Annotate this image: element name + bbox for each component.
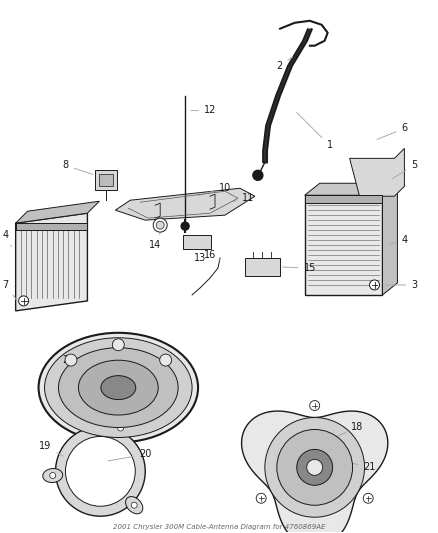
Text: 22: 22 bbox=[62, 354, 88, 367]
Ellipse shape bbox=[126, 497, 143, 514]
FancyBboxPatch shape bbox=[95, 171, 117, 190]
Text: 5: 5 bbox=[392, 160, 417, 179]
Ellipse shape bbox=[113, 418, 128, 438]
Text: 8: 8 bbox=[63, 160, 93, 174]
Text: 2: 2 bbox=[277, 57, 293, 71]
Bar bbox=[16, 223, 88, 230]
Circle shape bbox=[19, 296, 28, 306]
Text: 18: 18 bbox=[332, 423, 364, 438]
Polygon shape bbox=[242, 411, 388, 533]
Text: 14: 14 bbox=[149, 233, 161, 250]
Text: 20: 20 bbox=[108, 449, 152, 461]
Circle shape bbox=[56, 426, 145, 516]
Text: 12: 12 bbox=[191, 106, 216, 116]
Text: 1: 1 bbox=[297, 112, 333, 150]
Polygon shape bbox=[305, 183, 397, 195]
Circle shape bbox=[153, 218, 167, 232]
Circle shape bbox=[256, 493, 266, 503]
Text: 6: 6 bbox=[377, 124, 407, 139]
Text: 15: 15 bbox=[283, 263, 316, 273]
Text: 16: 16 bbox=[204, 250, 220, 260]
Polygon shape bbox=[305, 195, 382, 295]
Text: 10: 10 bbox=[198, 183, 231, 196]
Polygon shape bbox=[382, 183, 397, 295]
Polygon shape bbox=[115, 188, 255, 220]
Circle shape bbox=[112, 339, 124, 351]
Text: 13: 13 bbox=[194, 250, 206, 263]
Text: 4: 4 bbox=[390, 235, 407, 245]
Circle shape bbox=[160, 354, 172, 366]
Polygon shape bbox=[350, 148, 404, 196]
Text: 21: 21 bbox=[347, 462, 376, 472]
Circle shape bbox=[277, 430, 353, 505]
Circle shape bbox=[66, 437, 135, 506]
Text: 4: 4 bbox=[3, 230, 11, 247]
Text: 2001 Chrysler 300M Cable-Antenna Diagram for 4760869AE: 2001 Chrysler 300M Cable-Antenna Diagram… bbox=[113, 524, 325, 530]
Text: 11: 11 bbox=[233, 193, 254, 203]
Ellipse shape bbox=[101, 376, 136, 400]
Circle shape bbox=[131, 502, 137, 508]
Ellipse shape bbox=[45, 338, 192, 438]
Bar bbox=[305, 195, 382, 203]
Text: 7: 7 bbox=[3, 280, 17, 301]
Circle shape bbox=[253, 171, 263, 180]
FancyBboxPatch shape bbox=[99, 174, 113, 186]
Ellipse shape bbox=[78, 360, 158, 415]
Ellipse shape bbox=[43, 469, 63, 482]
Circle shape bbox=[265, 417, 364, 517]
FancyBboxPatch shape bbox=[183, 235, 211, 249]
Polygon shape bbox=[16, 213, 88, 311]
Circle shape bbox=[181, 222, 189, 230]
Circle shape bbox=[310, 401, 320, 410]
Text: 3: 3 bbox=[385, 280, 417, 290]
Circle shape bbox=[297, 449, 332, 486]
Circle shape bbox=[156, 221, 164, 229]
Text: 19: 19 bbox=[39, 441, 63, 456]
Circle shape bbox=[118, 425, 124, 431]
Circle shape bbox=[307, 459, 323, 475]
Circle shape bbox=[65, 354, 77, 366]
Circle shape bbox=[50, 473, 56, 479]
Ellipse shape bbox=[39, 333, 198, 442]
Circle shape bbox=[370, 280, 379, 290]
Ellipse shape bbox=[59, 348, 178, 427]
Circle shape bbox=[363, 493, 373, 503]
Polygon shape bbox=[16, 201, 99, 223]
FancyBboxPatch shape bbox=[245, 258, 280, 276]
